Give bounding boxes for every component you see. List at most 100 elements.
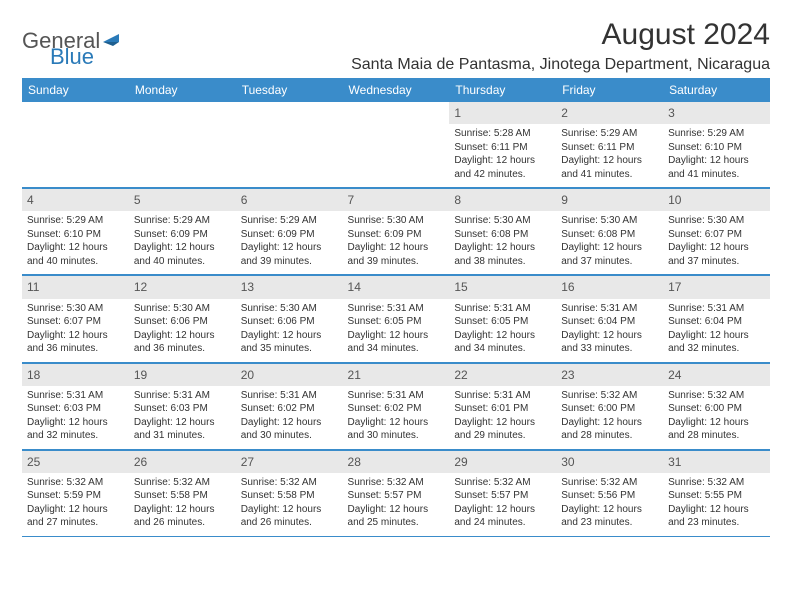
daylight-text: Daylight: 12 hours and 33 minutes. bbox=[561, 329, 658, 356]
sunrise-text: Sunrise: 5:30 AM bbox=[134, 302, 231, 316]
day-number: 9 bbox=[556, 188, 663, 212]
sunrise-text: Sunrise: 5:29 AM bbox=[561, 127, 658, 141]
day-body: Sunrise: 5:29 AMSunset: 6:09 PMDaylight:… bbox=[129, 211, 236, 274]
day-number: 14 bbox=[343, 275, 450, 299]
day-cell: Sunrise: 5:28 AMSunset: 6:11 PMDaylight:… bbox=[449, 124, 556, 188]
sunrise-text: Sunrise: 5:31 AM bbox=[27, 389, 124, 403]
daylight-text: Daylight: 12 hours and 40 minutes. bbox=[134, 241, 231, 268]
day-header: Tuesday bbox=[236, 78, 343, 102]
sunrise-text: Sunrise: 5:32 AM bbox=[561, 476, 658, 490]
day-number: 6 bbox=[236, 188, 343, 212]
day-body: Sunrise: 5:29 AMSunset: 6:10 PMDaylight:… bbox=[22, 211, 129, 274]
day-number: 27 bbox=[236, 449, 343, 473]
day-number-label: 3 bbox=[663, 102, 770, 124]
day-body: Sunrise: 5:32 AMSunset: 5:56 PMDaylight:… bbox=[556, 473, 663, 536]
sunset-text: Sunset: 6:11 PM bbox=[561, 141, 658, 155]
day-body bbox=[129, 124, 236, 178]
daylight-text: Daylight: 12 hours and 35 minutes. bbox=[241, 329, 338, 356]
daylight-text: Daylight: 12 hours and 36 minutes. bbox=[27, 329, 124, 356]
title-block: August 2024 Santa Maia de Pantasma, Jino… bbox=[351, 18, 770, 74]
day-number-label: 23 bbox=[556, 363, 663, 386]
daylight-text: Daylight: 12 hours and 30 minutes. bbox=[241, 416, 338, 443]
day-cell: Sunrise: 5:31 AMSunset: 6:02 PMDaylight:… bbox=[343, 386, 450, 450]
day-number-label: 11 bbox=[22, 275, 129, 298]
sunrise-text: Sunrise: 5:28 AM bbox=[454, 127, 551, 141]
day-cell bbox=[22, 124, 129, 188]
day-header: Wednesday bbox=[343, 78, 450, 102]
sunset-text: Sunset: 6:00 PM bbox=[668, 402, 765, 416]
day-cell: Sunrise: 5:32 AMSunset: 5:55 PMDaylight:… bbox=[663, 473, 770, 537]
day-body: Sunrise: 5:31 AMSunset: 6:03 PMDaylight:… bbox=[22, 386, 129, 449]
sunrise-text: Sunrise: 5:32 AM bbox=[454, 476, 551, 490]
day-header: Saturday bbox=[663, 78, 770, 102]
day-body bbox=[236, 124, 343, 178]
day-number: 31 bbox=[663, 449, 770, 473]
sunset-text: Sunset: 6:05 PM bbox=[454, 315, 551, 329]
daylight-text: Daylight: 12 hours and 27 minutes. bbox=[27, 503, 124, 530]
day-number-label: 8 bbox=[449, 188, 556, 211]
sunset-text: Sunset: 6:01 PM bbox=[454, 402, 551, 416]
sunset-text: Sunset: 6:03 PM bbox=[27, 402, 124, 416]
day-body: Sunrise: 5:31 AMSunset: 6:02 PMDaylight:… bbox=[236, 386, 343, 449]
day-number bbox=[236, 102, 343, 124]
daylight-text: Daylight: 12 hours and 41 minutes. bbox=[668, 154, 765, 181]
sunrise-text: Sunrise: 5:29 AM bbox=[241, 214, 338, 228]
day-number-label: 30 bbox=[556, 450, 663, 473]
day-number: 16 bbox=[556, 275, 663, 299]
day-number-label: 15 bbox=[449, 275, 556, 298]
sunrise-text: Sunrise: 5:32 AM bbox=[134, 476, 231, 490]
day-number-label: 1 bbox=[449, 102, 556, 124]
calendar-table: Sunday Monday Tuesday Wednesday Thursday… bbox=[22, 78, 770, 537]
day-cell: Sunrise: 5:31 AMSunset: 6:04 PMDaylight:… bbox=[663, 299, 770, 363]
day-number-label: 6 bbox=[236, 188, 343, 211]
day-body: Sunrise: 5:32 AMSunset: 5:58 PMDaylight:… bbox=[129, 473, 236, 536]
sunrise-text: Sunrise: 5:31 AM bbox=[454, 389, 551, 403]
day-number: 12 bbox=[129, 275, 236, 299]
sunset-text: Sunset: 6:05 PM bbox=[348, 315, 445, 329]
day-body: Sunrise: 5:30 AMSunset: 6:06 PMDaylight:… bbox=[236, 299, 343, 362]
day-cell: Sunrise: 5:32 AMSunset: 5:58 PMDaylight:… bbox=[129, 473, 236, 537]
day-number-label: 10 bbox=[663, 188, 770, 211]
day-number: 11 bbox=[22, 275, 129, 299]
daynum-row: 18192021222324 bbox=[22, 362, 770, 386]
day-number: 22 bbox=[449, 362, 556, 386]
daybody-row: Sunrise: 5:32 AMSunset: 5:59 PMDaylight:… bbox=[22, 473, 770, 537]
daylight-text: Daylight: 12 hours and 32 minutes. bbox=[27, 416, 124, 443]
day-body: Sunrise: 5:29 AMSunset: 6:09 PMDaylight:… bbox=[236, 211, 343, 274]
sunrise-text: Sunrise: 5:32 AM bbox=[668, 476, 765, 490]
sunset-text: Sunset: 6:03 PM bbox=[134, 402, 231, 416]
day-number-label: 27 bbox=[236, 450, 343, 473]
day-body: Sunrise: 5:31 AMSunset: 6:05 PMDaylight:… bbox=[449, 299, 556, 362]
sunset-text: Sunset: 6:09 PM bbox=[241, 228, 338, 242]
sunset-text: Sunset: 6:11 PM bbox=[454, 141, 551, 155]
sunset-text: Sunset: 6:10 PM bbox=[668, 141, 765, 155]
day-number: 8 bbox=[449, 188, 556, 212]
day-number: 19 bbox=[129, 362, 236, 386]
day-number: 17 bbox=[663, 275, 770, 299]
day-number: 20 bbox=[236, 362, 343, 386]
day-cell: Sunrise: 5:29 AMSunset: 6:09 PMDaylight:… bbox=[129, 211, 236, 275]
daylight-text: Daylight: 12 hours and 36 minutes. bbox=[134, 329, 231, 356]
sunrise-text: Sunrise: 5:31 AM bbox=[241, 389, 338, 403]
sunset-text: Sunset: 6:06 PM bbox=[134, 315, 231, 329]
daylight-text: Daylight: 12 hours and 24 minutes. bbox=[454, 503, 551, 530]
day-number-label: 7 bbox=[343, 188, 450, 211]
day-cell: Sunrise: 5:31 AMSunset: 6:04 PMDaylight:… bbox=[556, 299, 663, 363]
day-cell: Sunrise: 5:31 AMSunset: 6:01 PMDaylight:… bbox=[449, 386, 556, 450]
day-body: Sunrise: 5:30 AMSunset: 6:07 PMDaylight:… bbox=[22, 299, 129, 362]
day-cell: Sunrise: 5:30 AMSunset: 6:07 PMDaylight:… bbox=[22, 299, 129, 363]
day-cell: Sunrise: 5:31 AMSunset: 6:02 PMDaylight:… bbox=[236, 386, 343, 450]
sunset-text: Sunset: 6:06 PM bbox=[241, 315, 338, 329]
month-title: August 2024 bbox=[351, 18, 770, 52]
day-number-label: 29 bbox=[449, 450, 556, 473]
day-body: Sunrise: 5:31 AMSunset: 6:05 PMDaylight:… bbox=[343, 299, 450, 362]
day-body: Sunrise: 5:31 AMSunset: 6:03 PMDaylight:… bbox=[129, 386, 236, 449]
sunrise-text: Sunrise: 5:32 AM bbox=[241, 476, 338, 490]
daylight-text: Daylight: 12 hours and 42 minutes. bbox=[454, 154, 551, 181]
day-number-label: 19 bbox=[129, 363, 236, 386]
day-cell: Sunrise: 5:32 AMSunset: 6:00 PMDaylight:… bbox=[663, 386, 770, 450]
day-body: Sunrise: 5:30 AMSunset: 6:07 PMDaylight:… bbox=[663, 211, 770, 274]
sunrise-text: Sunrise: 5:30 AM bbox=[668, 214, 765, 228]
day-header: Sunday bbox=[22, 78, 129, 102]
day-cell: Sunrise: 5:29 AMSunset: 6:10 PMDaylight:… bbox=[22, 211, 129, 275]
